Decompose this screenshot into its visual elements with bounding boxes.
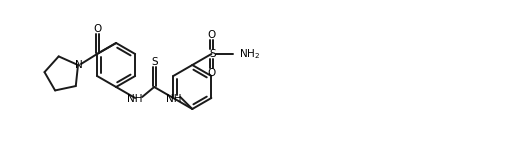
Text: S: S	[209, 49, 215, 59]
Text: O: O	[93, 24, 101, 34]
Text: O: O	[207, 30, 215, 40]
Text: S: S	[151, 57, 158, 67]
Text: NH: NH	[165, 94, 181, 104]
Text: N: N	[75, 60, 82, 70]
Text: NH$_2$: NH$_2$	[239, 47, 261, 61]
Text: O: O	[207, 68, 215, 78]
Text: NH: NH	[127, 94, 143, 104]
